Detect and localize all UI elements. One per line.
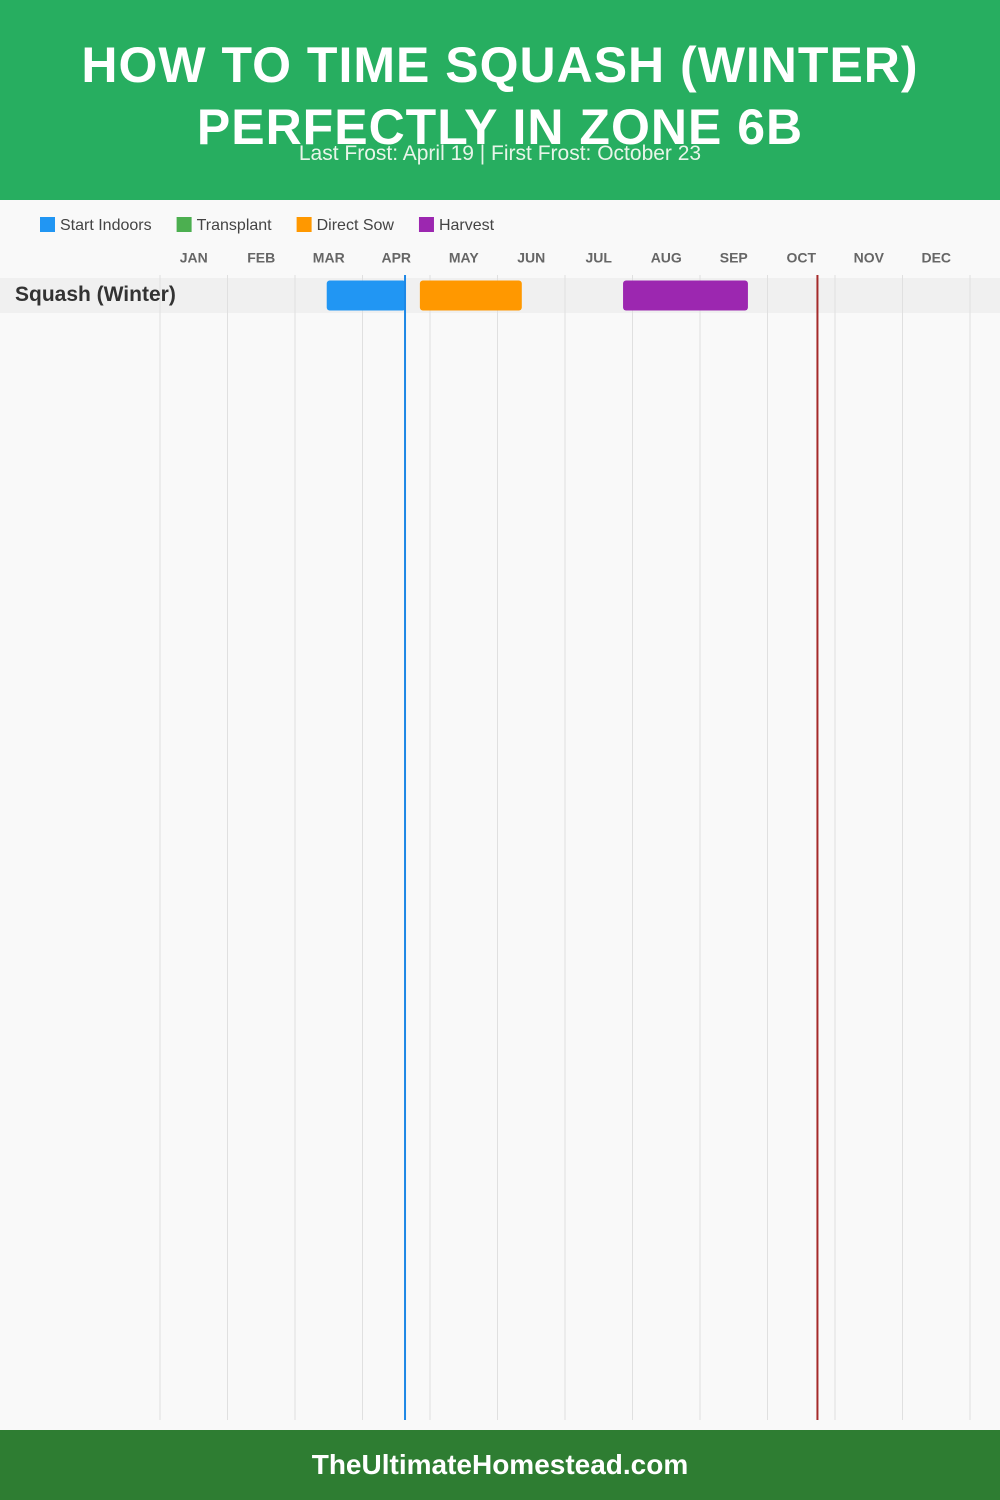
legend-label: Transplant — [197, 217, 273, 234]
month-label: MAY — [449, 250, 479, 266]
month-label: DEC — [921, 250, 951, 266]
legend-swatch — [418, 217, 434, 232]
bar — [623, 280, 748, 311]
month-label: FEB — [247, 250, 275, 266]
chart-title: HOW TO TIME SQUASH (WINTER) PERFECTLY IN… — [81, 37, 919, 155]
month-label: JUL — [586, 250, 613, 266]
header: HOW TO TIME SQUASH (WINTER) PERFECTLY IN… — [0, 0, 1000, 200]
footer: TheUltimateHomestead.com — [0, 1430, 1000, 1500]
legend-label: Direct Sow — [317, 217, 395, 234]
bar — [326, 280, 406, 311]
chart: JAN FEB MAR APR MAY JUN JUL AUG SEP OCT NOV DEC Star… — [15, 217, 971, 1420]
chart-subtitle: Last Frost: April 19 | First Frost: Octo… — [298, 142, 702, 165]
month-label: SEP — [720, 250, 748, 266]
month-label: OCT — [786, 250, 816, 266]
month-label: JUN — [517, 250, 545, 266]
bar — [419, 280, 522, 311]
legend-label: Harvest — [439, 217, 495, 234]
month-label: APR — [381, 250, 411, 266]
row-label: Squash (Winter) — [15, 283, 176, 306]
month-label: NOV — [854, 250, 885, 266]
legend-swatch — [296, 217, 312, 232]
legend-swatch — [40, 217, 55, 232]
month-label: AUG — [651, 250, 682, 266]
legend-swatch — [176, 217, 192, 232]
month-label: JAN — [180, 250, 208, 266]
month-label: MAR — [313, 250, 345, 266]
legend-label: Start Indoors — [60, 217, 152, 234]
